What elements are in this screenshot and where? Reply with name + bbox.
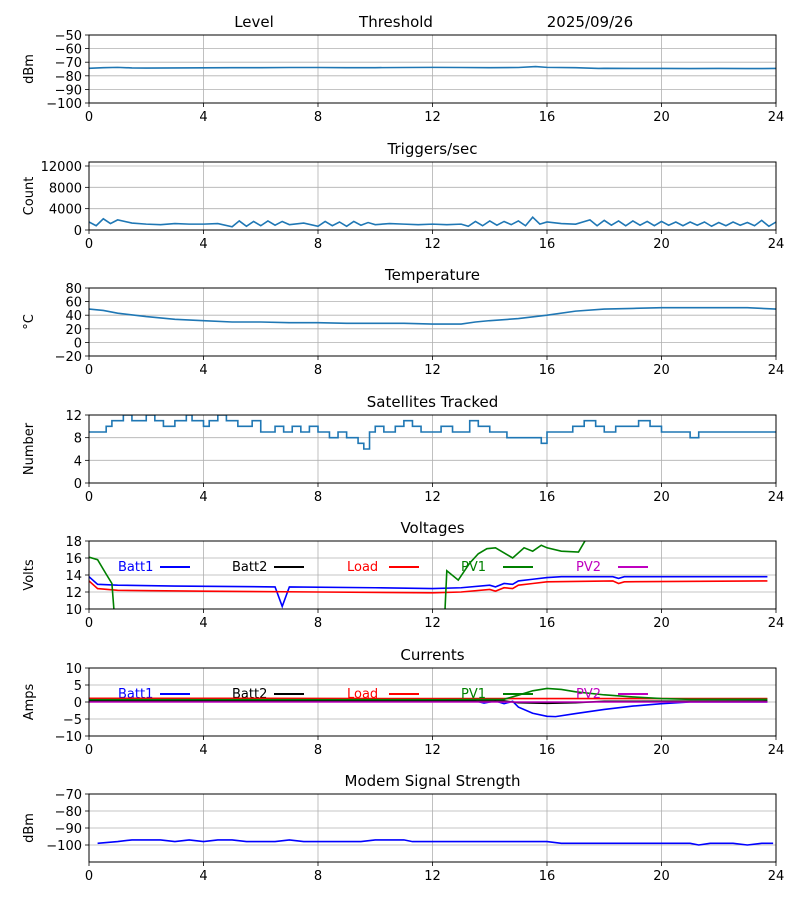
y-tick-label: 16 — [65, 552, 82, 567]
x-tick-label: 20 — [653, 237, 670, 252]
x-tick-label: 20 — [653, 490, 670, 505]
y-tick-label: 5 — [74, 679, 82, 694]
x-tick-label: 4 — [199, 490, 207, 505]
x-tick-label: 16 — [539, 490, 556, 505]
x-tick-label: 24 — [768, 490, 785, 505]
y-tick-label: 0 — [74, 477, 82, 492]
x-tick-label: 20 — [653, 110, 670, 125]
x-tick-label: 16 — [539, 616, 556, 631]
y-tick-label: 0 — [74, 696, 82, 711]
x-tick-label: 16 — [539, 237, 556, 252]
x-tick-label: 16 — [539, 869, 556, 884]
x-tick-label: 8 — [314, 743, 322, 758]
x-tick-label: 20 — [653, 869, 670, 884]
x-tick-label: 24 — [768, 237, 785, 252]
y-tick-label: 12000 — [41, 160, 82, 175]
y-tick-label: 12 — [65, 409, 82, 424]
y-tick-label: −90 — [55, 822, 82, 837]
y-tick-label: 0 — [74, 224, 82, 239]
y-axis-label: Count — [22, 177, 37, 216]
x-tick-label: 0 — [85, 490, 93, 505]
y-tick-label: 12 — [65, 586, 82, 601]
y-axis-label: Volts — [22, 559, 37, 591]
x-tick-label: 0 — [85, 869, 93, 884]
x-tick-label: 12 — [424, 743, 441, 758]
x-tick-label: 24 — [768, 743, 785, 758]
legend-label: PV1 — [461, 687, 486, 702]
x-tick-label: 4 — [199, 743, 207, 758]
x-tick-label: 20 — [653, 616, 670, 631]
subplot-title: Satellites Tracked — [367, 393, 498, 411]
x-tick-label: 12 — [424, 869, 441, 884]
y-axis-label: dBm — [22, 54, 37, 84]
x-tick-label: 12 — [424, 363, 441, 378]
x-tick-label: 0 — [85, 743, 93, 758]
y-tick-label: 8 — [74, 432, 82, 447]
x-tick-label: 4 — [199, 237, 207, 252]
y-axis-label: Amps — [22, 683, 37, 720]
x-tick-label: 0 — [85, 110, 93, 125]
y-tick-label: 10 — [65, 603, 82, 618]
subplot-title: Modem Signal Strength — [345, 772, 521, 790]
x-tick-label: 8 — [314, 490, 322, 505]
x-tick-label: 8 — [314, 237, 322, 252]
x-tick-label: 4 — [199, 363, 207, 378]
x-tick-label: 12 — [424, 110, 441, 125]
subplot-title: Triggers/sec — [387, 140, 478, 158]
x-tick-label: 12 — [424, 490, 441, 505]
x-tick-label: 8 — [314, 869, 322, 884]
y-tick-label: −80 — [55, 805, 82, 820]
legend-label: PV2 — [576, 560, 601, 575]
x-tick-label: 16 — [539, 743, 556, 758]
y-tick-label: −5 — [63, 713, 82, 728]
y-tick-label: 4 — [74, 454, 82, 469]
legend-label: Load — [347, 560, 378, 575]
y-tick-label: −10 — [55, 730, 82, 745]
y-tick-label: −20 — [55, 350, 82, 365]
legend-label: Batt1 — [118, 560, 153, 575]
x-tick-label: 12 — [424, 616, 441, 631]
header-threshold: Threshold — [358, 13, 433, 31]
x-tick-label: 4 — [199, 869, 207, 884]
legend-label: Batt2 — [232, 560, 267, 575]
legend-label: PV1 — [461, 560, 486, 575]
y-axis-label: Number — [22, 422, 37, 475]
x-tick-label: 12 — [424, 237, 441, 252]
x-tick-label: 24 — [768, 110, 785, 125]
x-tick-label: 8 — [314, 363, 322, 378]
x-tick-label: 0 — [85, 237, 93, 252]
x-tick-label: 4 — [199, 616, 207, 631]
y-tick-label: −100 — [46, 839, 82, 854]
x-tick-label: 16 — [539, 363, 556, 378]
x-tick-label: 8 — [314, 110, 322, 125]
header-date: 2025/09/26 — [547, 13, 633, 31]
subplot-title: Voltages — [400, 519, 464, 537]
legend-label: PV2 — [576, 687, 601, 702]
y-axis-label: dBm — [22, 813, 37, 843]
subplot-title: Currents — [400, 646, 464, 664]
y-tick-label: −100 — [46, 97, 82, 112]
y-tick-label: 14 — [65, 569, 82, 584]
y-tick-label: 8000 — [49, 181, 82, 196]
x-tick-label: 24 — [768, 616, 785, 631]
y-tick-label: 18 — [65, 535, 82, 550]
subplot-title: Temperature — [384, 266, 480, 284]
y-tick-label: 4000 — [49, 203, 82, 218]
x-tick-label: 24 — [768, 869, 785, 884]
header-level: Level — [234, 13, 274, 31]
y-tick-label: −70 — [55, 788, 82, 803]
x-tick-label: 0 — [85, 363, 93, 378]
y-tick-label: 10 — [65, 662, 82, 677]
x-tick-label: 20 — [653, 743, 670, 758]
x-tick-label: 8 — [314, 616, 322, 631]
y-axis-label: °C — [22, 314, 37, 330]
x-tick-label: 16 — [539, 110, 556, 125]
x-tick-label: 24 — [768, 363, 785, 378]
x-tick-label: 4 — [199, 110, 207, 125]
x-tick-label: 0 — [85, 616, 93, 631]
x-tick-label: 20 — [653, 363, 670, 378]
